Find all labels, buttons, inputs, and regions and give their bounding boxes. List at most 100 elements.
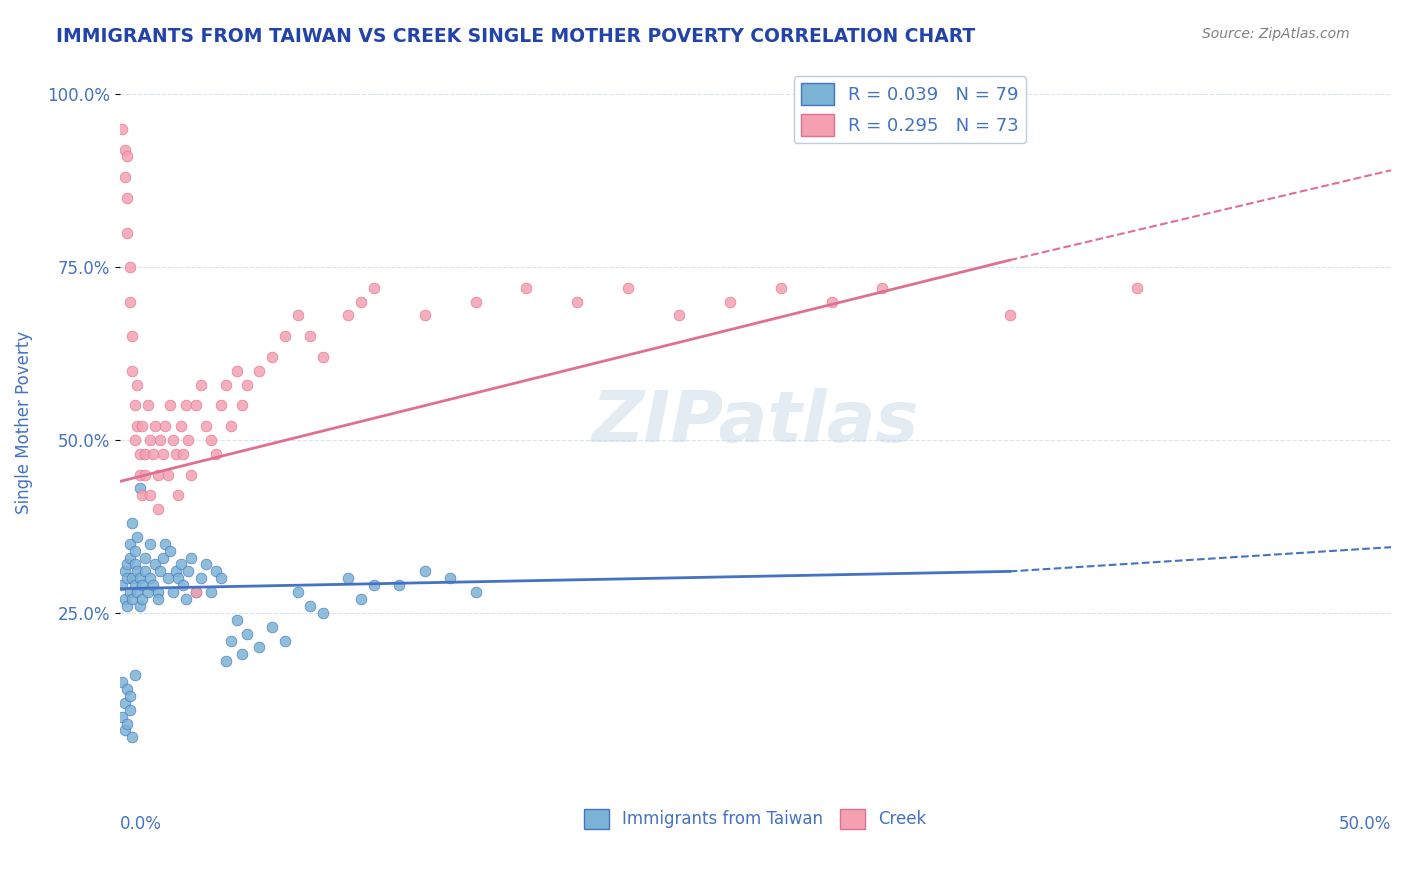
Point — [668, 309, 690, 323]
Point — [124, 543, 146, 558]
Point — [146, 592, 169, 607]
Point — [124, 558, 146, 572]
Point — [350, 294, 373, 309]
Point — [413, 309, 436, 323]
Point — [139, 488, 162, 502]
Text: Source: ZipAtlas.com: Source: ZipAtlas.com — [1202, 27, 1350, 41]
Point — [142, 447, 165, 461]
Point — [363, 578, 385, 592]
Point — [190, 571, 212, 585]
Point — [172, 578, 194, 592]
Point — [134, 447, 156, 461]
Point — [143, 558, 166, 572]
Point — [121, 731, 143, 745]
Point — [872, 281, 894, 295]
Point — [118, 294, 141, 309]
Y-axis label: Single Mother Poverty: Single Mother Poverty — [15, 331, 32, 515]
Point — [114, 592, 136, 607]
Point — [177, 433, 200, 447]
Point — [115, 226, 138, 240]
Point — [136, 585, 159, 599]
Point — [124, 398, 146, 412]
Point — [165, 447, 187, 461]
Point — [131, 592, 153, 607]
Point — [515, 281, 537, 295]
Point — [769, 281, 792, 295]
Point — [180, 550, 202, 565]
Point — [121, 571, 143, 585]
Point — [115, 571, 138, 585]
Point — [139, 433, 162, 447]
Point — [231, 648, 253, 662]
Point — [134, 565, 156, 579]
Point — [146, 502, 169, 516]
Point — [136, 398, 159, 412]
Point — [262, 350, 284, 364]
Point — [127, 565, 149, 579]
Point — [142, 578, 165, 592]
Point — [115, 681, 138, 696]
Point — [231, 398, 253, 412]
Point — [215, 377, 238, 392]
Point — [129, 447, 152, 461]
Point — [262, 620, 284, 634]
Point — [337, 571, 360, 585]
Point — [127, 585, 149, 599]
Point — [162, 433, 184, 447]
Point — [134, 550, 156, 565]
Text: ZIPatlas: ZIPatlas — [592, 388, 920, 458]
Point — [174, 592, 197, 607]
Point — [129, 599, 152, 613]
Point — [155, 419, 177, 434]
Point — [312, 350, 335, 364]
Point — [998, 309, 1021, 323]
Point — [167, 571, 190, 585]
Point — [312, 606, 335, 620]
Point — [184, 398, 207, 412]
Point — [617, 281, 640, 295]
Point — [820, 294, 842, 309]
Point — [127, 530, 149, 544]
Point — [172, 447, 194, 461]
Point — [129, 571, 152, 585]
Point — [205, 565, 228, 579]
Point — [299, 599, 322, 613]
Point — [131, 488, 153, 502]
Point — [287, 309, 309, 323]
Point — [464, 294, 486, 309]
Point — [167, 488, 190, 502]
Point — [162, 585, 184, 599]
Point — [337, 309, 360, 323]
Point — [156, 571, 179, 585]
Point — [121, 516, 143, 530]
Point — [221, 419, 243, 434]
Point — [115, 149, 138, 163]
Point — [209, 398, 232, 412]
Point — [363, 281, 385, 295]
Point — [118, 585, 141, 599]
Point — [235, 626, 257, 640]
Point — [118, 703, 141, 717]
Point — [118, 550, 141, 565]
Point — [209, 571, 232, 585]
Point — [184, 585, 207, 599]
Point — [111, 578, 134, 592]
Point — [114, 143, 136, 157]
Point — [169, 558, 191, 572]
Point — [118, 689, 141, 703]
Point — [195, 419, 218, 434]
Point — [124, 578, 146, 592]
Point — [121, 592, 143, 607]
Point — [215, 654, 238, 668]
Point — [200, 433, 222, 447]
Point — [159, 398, 181, 412]
Point — [165, 565, 187, 579]
Point — [115, 558, 138, 572]
Point — [177, 565, 200, 579]
Point — [287, 585, 309, 599]
Point — [274, 329, 297, 343]
Point — [118, 260, 141, 274]
Legend: Immigrants from Taiwan, Creek: Immigrants from Taiwan, Creek — [578, 802, 934, 836]
Point — [149, 565, 172, 579]
Point — [149, 433, 172, 447]
